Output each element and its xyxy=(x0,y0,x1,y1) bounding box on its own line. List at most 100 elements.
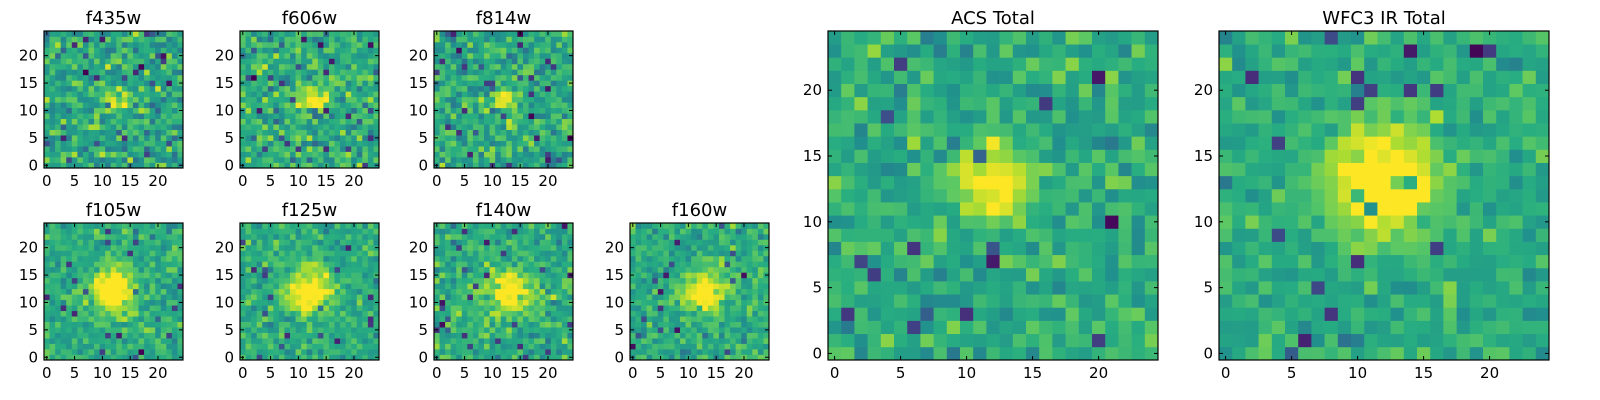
heatmap-cell xyxy=(155,85,162,92)
heatmap-cell xyxy=(550,223,557,229)
heatmap-cell xyxy=(301,310,308,317)
heatmap-cell xyxy=(567,74,574,81)
heatmap-cell xyxy=(461,113,468,120)
axes-frame xyxy=(239,30,380,169)
heatmap-cell xyxy=(295,146,302,152)
heatmap-cell xyxy=(116,157,123,163)
heatmap-cell xyxy=(323,102,330,109)
heatmap-cell xyxy=(456,63,463,70)
heatmap-cell xyxy=(484,239,490,246)
heatmap-cell xyxy=(545,349,552,355)
heatmap-cell xyxy=(854,320,868,335)
heatmap-cell xyxy=(730,244,736,251)
heatmap-cell xyxy=(306,354,313,361)
heatmap-cell xyxy=(82,135,89,141)
heatmap-cell xyxy=(561,266,568,273)
heatmap-cell xyxy=(44,69,50,76)
heatmap-cell xyxy=(522,294,529,301)
heatmap-cell xyxy=(116,118,123,125)
heatmap-cell xyxy=(177,129,184,136)
x-tick-label: 15 xyxy=(121,172,140,190)
heatmap-cell xyxy=(472,343,479,350)
heatmap-cell xyxy=(854,188,868,203)
heatmap-cell xyxy=(702,239,709,246)
heatmap-cell xyxy=(262,255,269,262)
heatmap-cell xyxy=(306,343,313,350)
heatmap-cell xyxy=(160,332,167,339)
heatmap-cell xyxy=(132,74,139,81)
heatmap-cell xyxy=(256,140,263,147)
heatmap-cell xyxy=(534,74,540,81)
heatmap-cell xyxy=(1052,175,1066,190)
heatmap-cell xyxy=(256,343,263,350)
heatmap-cell xyxy=(88,244,95,251)
heatmap-cell xyxy=(262,80,269,87)
heatmap-cell xyxy=(362,354,369,361)
heatmap-cell xyxy=(500,129,507,136)
heatmap-cell xyxy=(567,255,574,262)
heatmap-cell xyxy=(556,113,563,120)
heatmap-cell xyxy=(278,146,285,152)
heatmap-cell xyxy=(132,52,139,59)
heatmap-cell xyxy=(127,118,134,125)
heatmap-cell xyxy=(691,283,698,290)
heatmap-cell xyxy=(295,47,302,54)
heatmap-cell xyxy=(267,91,274,98)
heatmap-cell xyxy=(489,338,496,344)
heatmap-cell xyxy=(88,47,95,54)
heatmap-cell xyxy=(841,215,855,229)
heatmap-cell xyxy=(467,85,474,92)
heatmap-cell xyxy=(273,41,280,48)
heatmap-cell xyxy=(528,349,535,355)
heatmap-cell xyxy=(160,338,167,344)
heatmap-cell xyxy=(262,223,269,229)
heatmap-cell xyxy=(489,151,496,158)
heatmap-cell xyxy=(484,327,490,333)
heatmap-cell xyxy=(138,157,145,163)
heatmap-cell xyxy=(262,299,269,306)
heatmap-cell xyxy=(495,244,502,251)
heatmap-cell xyxy=(340,118,346,125)
heatmap-cell xyxy=(854,333,868,348)
heatmap-cell xyxy=(450,151,457,158)
heatmap-cell xyxy=(77,74,84,81)
heatmap-cell xyxy=(522,316,529,322)
heatmap-cell xyxy=(960,254,974,269)
heatmap-cell xyxy=(345,63,352,70)
heatmap-cell xyxy=(149,343,156,350)
heatmap-cell xyxy=(450,157,457,163)
heatmap-cell xyxy=(82,266,89,273)
heatmap-cell xyxy=(946,281,961,295)
heatmap-cell xyxy=(735,272,742,279)
heatmap-cell xyxy=(132,321,139,328)
heatmap-cell xyxy=(757,233,764,240)
heatmap-cell xyxy=(534,250,540,257)
heatmap-cell xyxy=(461,250,468,257)
heatmap-cell xyxy=(373,157,380,163)
heatmap-cell xyxy=(49,354,56,361)
heatmap-cell xyxy=(60,151,67,158)
heatmap-cell xyxy=(99,310,106,317)
heatmap-cell xyxy=(550,321,557,328)
heatmap-cell xyxy=(550,255,557,262)
heatmap-cell xyxy=(472,277,479,284)
heatmap-cell xyxy=(334,305,341,312)
heatmap-cell xyxy=(495,96,502,103)
heatmap-cell xyxy=(973,202,987,216)
heatmap-cell xyxy=(556,102,563,109)
heatmap-cell xyxy=(295,233,302,240)
heatmap-cell xyxy=(735,321,742,328)
heatmap-cell xyxy=(556,47,563,54)
heatmap-cell xyxy=(60,63,67,70)
heatmap-cell xyxy=(1039,149,1053,163)
heatmap-cell xyxy=(284,113,291,120)
heatmap-cell xyxy=(854,215,868,229)
heatmap-cell xyxy=(55,47,62,54)
heatmap-cell xyxy=(550,63,557,70)
heatmap-cell xyxy=(171,91,178,98)
heatmap-cell xyxy=(49,47,56,54)
heatmap-cell xyxy=(696,266,703,273)
heatmap-cell xyxy=(680,338,686,344)
heatmap-cell xyxy=(663,261,670,268)
heatmap-cell xyxy=(724,255,731,262)
